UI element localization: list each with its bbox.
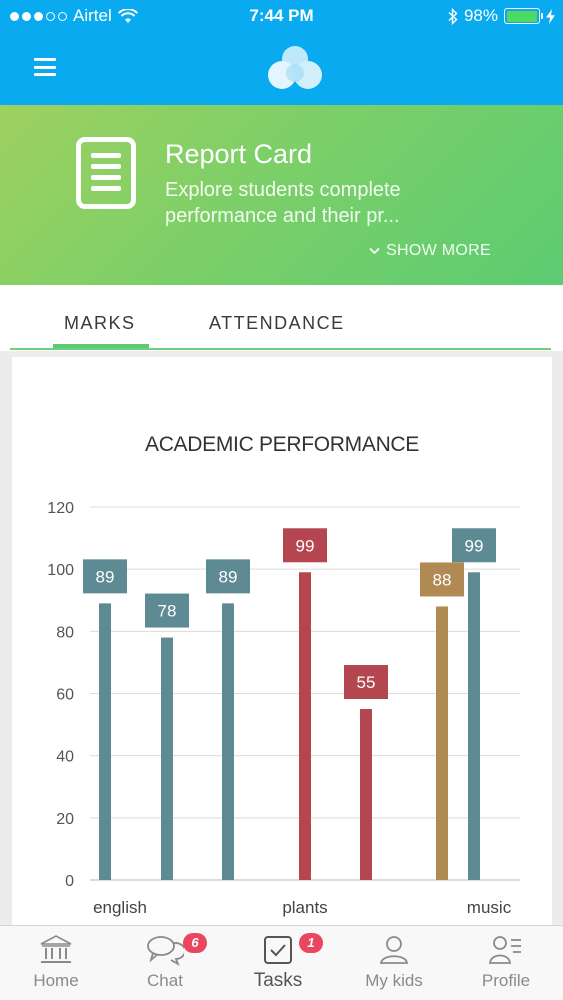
report-card-banner: Report Card Explore students complete pe… (0, 105, 563, 285)
signal-carrier: Airtel (10, 6, 138, 26)
bar (436, 606, 448, 880)
bar (299, 572, 311, 880)
banner-description: Explore students complete performance an… (165, 179, 401, 227)
x-tick-label: music (467, 898, 512, 917)
show-more-button[interactable]: SHOW MORE (369, 242, 491, 260)
x-tick-label: plants (282, 898, 327, 917)
hamburger-menu-icon[interactable] (34, 58, 56, 76)
wifi-icon (117, 8, 138, 23)
person-icon (379, 936, 409, 964)
y-tick-label: 40 (56, 749, 74, 766)
bar-value-box (452, 528, 496, 563)
bar (99, 603, 111, 880)
nav-label-tasks: Tasks (253, 970, 303, 991)
y-tick-label: 20 (56, 811, 74, 828)
chat-bubbles-icon (147, 936, 184, 966)
status-bar: Airtel 7:44 PM 98% (0, 0, 563, 34)
y-tick-label: 120 (47, 500, 74, 517)
tab-attendance[interactable]: ATTENDANCE (209, 313, 345, 333)
bluetooth-icon (448, 7, 458, 25)
nav-item-my-kids[interactable]: My kids (344, 926, 444, 1000)
bar (360, 709, 372, 880)
academic-performance-chart: 0 20 40 60 80 100 120 89 78 89 99 55 88 99 english plan… (47, 500, 520, 917)
bank-home-icon (40, 935, 72, 963)
bar-value-label: 99 (465, 536, 484, 555)
bar (468, 572, 480, 880)
bar-value-box (344, 665, 388, 700)
active-tab-indicator (53, 344, 149, 348)
bar-value-box (283, 528, 327, 563)
bar-value-label: 88 (433, 570, 452, 589)
bar-value-label: 99 (296, 536, 315, 555)
profile-list-icon (489, 936, 521, 964)
bar-value-box (420, 562, 464, 597)
status-time: 7:44 PM (249, 6, 314, 25)
signal-strength-icon (10, 11, 67, 21)
tab-marks[interactable]: MARKS (64, 313, 136, 333)
nav-item-tasks[interactable]: 1 Tasks (228, 926, 328, 1000)
tab-bar: MARKS ATTENDANCE (0, 285, 563, 351)
tab-divider (10, 348, 551, 350)
nav-label-home: Home (33, 971, 79, 990)
nav-item-chat[interactable]: 6 Chat (115, 926, 215, 1000)
chevron-down-icon (369, 247, 380, 255)
nav-item-profile[interactable]: Profile (456, 926, 556, 1000)
nav-item-home[interactable]: Home (6, 926, 106, 1000)
top-bar: Airtel 7:44 PM 98% (0, 0, 563, 105)
bar-value-box (83, 559, 127, 594)
cloud-logo-icon (268, 46, 322, 89)
bar-value-label: 89 (219, 567, 238, 586)
charging-bolt-icon (546, 8, 555, 24)
bottom-navigation: Home 6 Chat 1 Tasks My kids (0, 925, 563, 1000)
nav-label-my-kids: My kids (365, 971, 423, 990)
bar-value-label: 89 (96, 567, 115, 586)
document-icon (76, 137, 136, 209)
chat-badge: 6 (183, 933, 207, 953)
y-tick-label: 60 (56, 687, 74, 704)
bar-value-label: 78 (158, 602, 177, 621)
x-tick-label: english (93, 898, 147, 917)
bar-value-label: 55 (357, 673, 376, 692)
carrier-label: Airtel (73, 6, 112, 25)
bar-value-box (145, 593, 189, 628)
y-tick-label: 0 (65, 873, 74, 890)
tasks-badge: 1 (299, 933, 323, 953)
bar (161, 637, 173, 880)
chart-card: 0 20 40 60 80 100 120 89 78 89 99 55 88 99 english plan… (12, 357, 552, 937)
nav-label-chat: Chat (147, 971, 183, 990)
chart-title: ACADEMIC PERFORMANCE (144, 433, 420, 456)
y-tick-label: 80 (56, 624, 74, 641)
bar-value-box (206, 559, 250, 594)
checkbox-tasks-icon (264, 936, 292, 964)
bar (222, 603, 234, 880)
y-tick-label: 100 (47, 562, 74, 579)
status-right: 98% (448, 6, 555, 26)
battery-percent: 98% (463, 6, 498, 25)
banner-title: Report Card (165, 139, 313, 169)
show-more-label: SHOW MORE (386, 242, 491, 259)
battery-icon (504, 8, 543, 24)
nav-label-profile: Profile (481, 971, 531, 990)
